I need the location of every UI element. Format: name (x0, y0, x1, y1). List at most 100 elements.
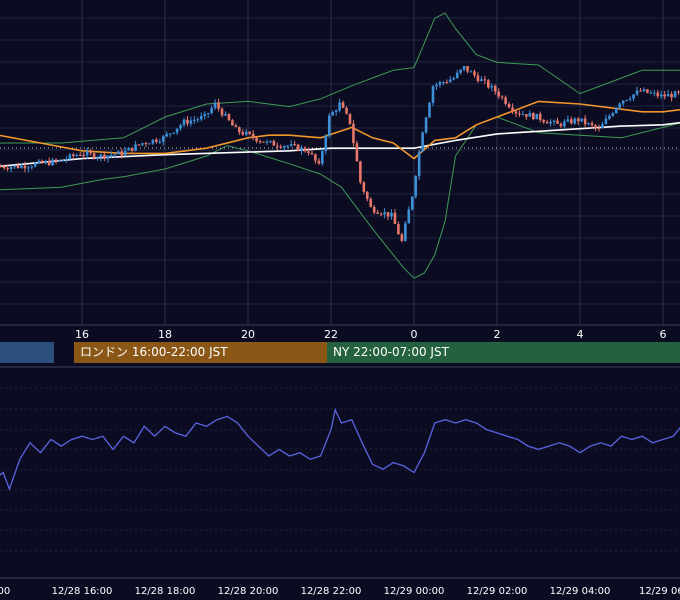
candle-body (251, 133, 255, 138)
candle-body (673, 91, 677, 98)
candle-body (507, 103, 511, 108)
price-chart-grid (0, 0, 680, 325)
candle-body (282, 146, 286, 148)
candle-body (476, 75, 480, 82)
candle-body (106, 155, 110, 159)
candle-body (286, 145, 290, 147)
candle-body (407, 209, 411, 224)
candle-body (68, 154, 72, 160)
price-candles (0, 65, 680, 243)
candle-body (656, 92, 660, 97)
candle-body (65, 159, 68, 161)
candle-body (663, 94, 666, 97)
candle-body (587, 123, 590, 125)
candle-body (6, 167, 9, 170)
candle-body (113, 154, 117, 156)
date-tick-label: 12/29 06: (639, 586, 680, 597)
candle-body (649, 92, 653, 94)
candle-body (473, 71, 476, 76)
candle-body (265, 141, 269, 143)
candle-body (13, 165, 16, 167)
hour-axis: 16 18 20 22 0 2 4 6 (0, 324, 680, 341)
candle-body (621, 100, 625, 104)
candle-body (16, 165, 20, 169)
oscillator-line (0, 407, 680, 491)
date-tick-label: 12/29 04:00 (550, 586, 611, 597)
candle-body (642, 89, 646, 91)
date-tick-label: 12/28 16:00 (52, 586, 113, 597)
hour-tick-label: 22 (324, 328, 338, 341)
candle-body (72, 154, 75, 157)
candle-body (151, 139, 155, 144)
candle-body (469, 71, 473, 73)
candle-body (632, 94, 635, 99)
candle-body (44, 161, 47, 164)
candle-body (365, 191, 369, 199)
hour-tick-label: 0 (411, 328, 418, 341)
candle-body (9, 166, 13, 170)
candle-body (2, 166, 6, 168)
candle-body (78, 155, 82, 157)
candle-body (54, 159, 58, 161)
candle-body (193, 119, 196, 121)
candle-body (58, 160, 61, 162)
candle-body (40, 160, 44, 164)
candle-body (379, 213, 383, 215)
candle-body (355, 143, 359, 162)
candle-body (23, 165, 27, 169)
candle-body (462, 65, 466, 70)
candle-body (362, 182, 366, 192)
candle-body (168, 133, 172, 135)
candle-body (92, 153, 96, 159)
candle-body (116, 151, 120, 155)
candle-body (410, 196, 414, 210)
candle-body (563, 121, 566, 127)
candle-body (608, 115, 611, 119)
candle-body (30, 166, 34, 168)
ma-fast-line (0, 100, 680, 160)
candle-body (421, 132, 424, 152)
candle-body (341, 102, 345, 108)
candle-body (625, 99, 628, 101)
date-tick-label: 12/29 02:00 (467, 586, 528, 597)
candle-body (372, 206, 376, 213)
candle-body (487, 80, 490, 88)
candle-body (110, 154, 113, 156)
candle-body (238, 127, 241, 133)
hour-tick-label: 6 (660, 328, 667, 341)
candle-body (224, 113, 227, 116)
candle-body (521, 114, 525, 116)
candle-body (206, 113, 210, 115)
candle-body (348, 113, 352, 124)
candle-body (497, 91, 500, 97)
session-bar-ny: NY 22:00-07:00 JST (327, 342, 680, 363)
date-tick-label: 12/29 00:00 (384, 586, 445, 597)
candle-body (559, 123, 563, 127)
hour-tick-label: 18 (158, 328, 172, 341)
candle-body (155, 139, 158, 142)
candle-body (321, 150, 324, 164)
candle-body (442, 82, 445, 84)
candle-body (455, 72, 459, 79)
candle-body (428, 102, 431, 118)
candle-body (165, 133, 168, 137)
candle-body (601, 124, 604, 129)
candle-body (255, 137, 258, 142)
candle-body (310, 152, 314, 155)
candle-body (590, 123, 594, 126)
candle-body (213, 102, 217, 108)
candle-body (123, 150, 127, 156)
candle-body (670, 94, 673, 98)
candle-body (452, 78, 456, 80)
candle-body (317, 160, 321, 164)
candle-body (438, 82, 442, 85)
candle-body (435, 84, 438, 87)
candle-body (618, 103, 622, 108)
hour-tick-label: 20 (241, 328, 255, 341)
candle-body (196, 119, 200, 121)
candle-body (573, 118, 577, 124)
candle-body (518, 113, 521, 115)
date-tick-label: 12/28 18:00 (135, 586, 196, 597)
candle-body (158, 141, 162, 143)
candle-body (352, 123, 355, 144)
